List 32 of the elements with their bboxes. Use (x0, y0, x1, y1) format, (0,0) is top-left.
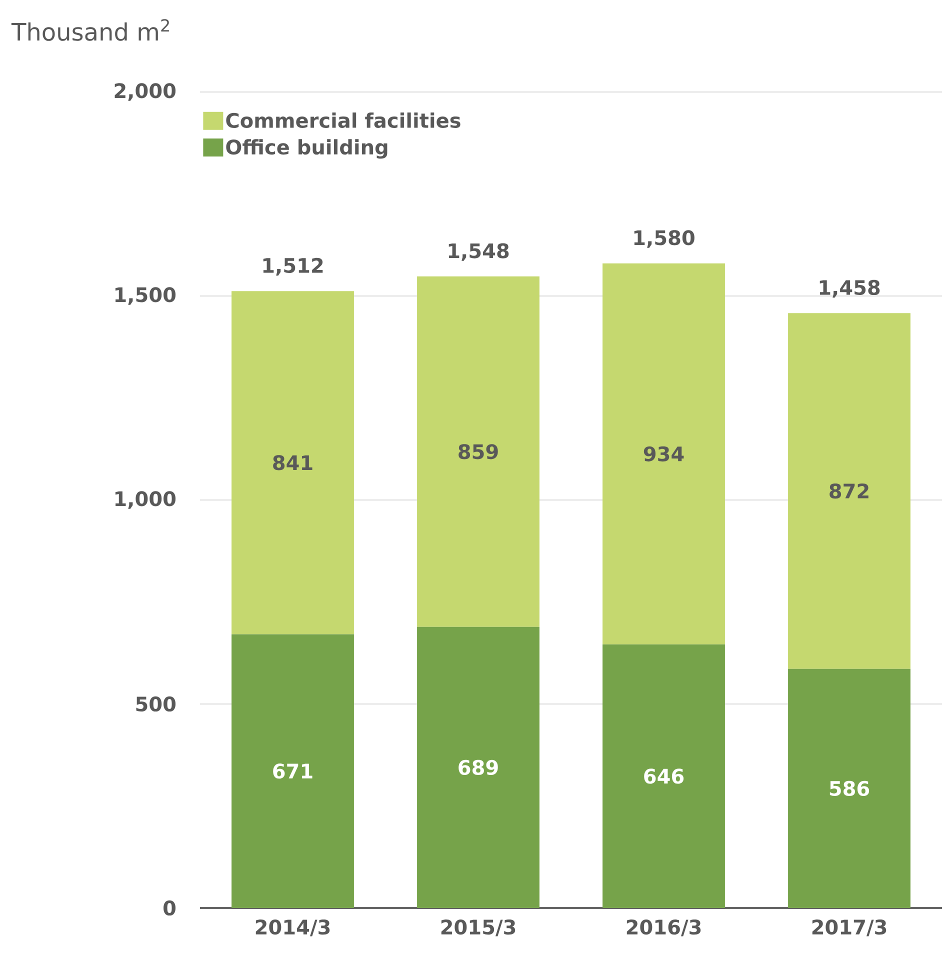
total-label: 1,548 (449, 243, 509, 261)
bar (602, 644, 726, 908)
x-tick-label: 2015/3 (442, 920, 516, 936)
data-label: 841 (273, 455, 312, 470)
x-tick-label: 2017/3 (812, 920, 886, 936)
bar (417, 276, 540, 627)
x-tick-label: 2016/3 (627, 920, 701, 936)
bar (788, 668, 911, 908)
data-label: 671 (273, 764, 312, 779)
bar (232, 634, 354, 908)
y-tick-label: 500 (136, 696, 176, 712)
data-label: 646 (644, 768, 684, 784)
y-tick-label: 1,500 (116, 287, 176, 305)
legend-label: Commercial facilities (226, 112, 461, 128)
legend-label: Office building (226, 139, 388, 159)
y-tick-label: 0 (164, 900, 176, 916)
bar (602, 263, 726, 644)
x-tick-label: 2014/3 (256, 920, 330, 936)
bar (232, 291, 354, 634)
total-label: 1,512 (264, 258, 323, 276)
data-label: 586 (830, 780, 870, 796)
total-label: 1,580 (634, 230, 695, 248)
data-label: 934 (644, 446, 684, 462)
bar (788, 313, 911, 669)
y-tick-label: 2,000 (115, 83, 176, 101)
y-tick-label: 1,000 (116, 491, 176, 509)
bar (417, 626, 540, 908)
y-axis-title: Thousand m$^{2}$ (12, 19, 170, 41)
data-label: 859 (458, 444, 498, 460)
data-label: 689 (458, 760, 498, 775)
total-label: 1,458 (820, 280, 880, 298)
data-label: 872 (830, 483, 869, 499)
